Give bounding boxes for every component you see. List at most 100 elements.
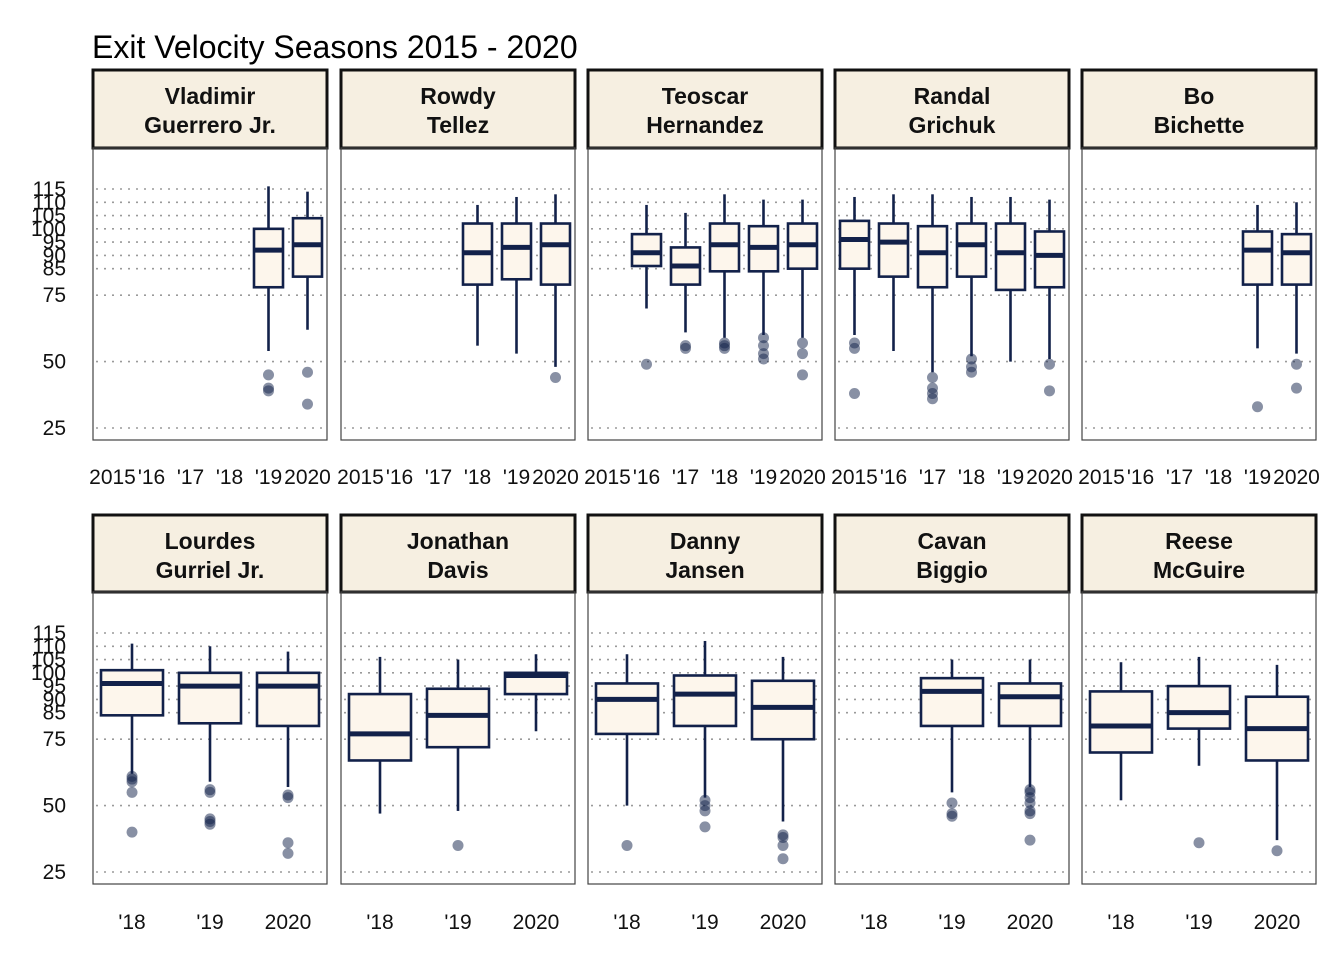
- x-tick-label: '16: [138, 466, 165, 489]
- x-tick-label: 2015: [831, 466, 878, 489]
- x-tick-label: 2020: [532, 466, 579, 489]
- x-tick-label: '18: [958, 466, 985, 489]
- iqr-box: [347, 692, 413, 762]
- y-tick-label: 110: [33, 635, 66, 658]
- x-tick-label: '16: [386, 466, 413, 489]
- facet-strip: [339, 68, 577, 150]
- outlier-point: [966, 366, 977, 378]
- x-tick-label: 2020: [760, 911, 807, 934]
- iqr-box: [630, 232, 663, 268]
- boxplot-'18: [1088, 662, 1154, 801]
- x-tick-label: '18: [118, 911, 145, 934]
- outlier-point: [758, 332, 769, 344]
- x-tick-label: 2015: [337, 466, 384, 489]
- boxplot-2020: [1033, 199, 1066, 397]
- y-tick-label: 95: [43, 675, 66, 698]
- facet-panel-2-2: Jonathan Davis '18 '19 2020: [339, 513, 577, 934]
- outlier-point: [797, 369, 808, 381]
- facet-strip: [1080, 513, 1318, 594]
- iqr-box: [1280, 232, 1313, 286]
- facet-strip-name-line1: Lourdes: [165, 528, 256, 554]
- x-tick-label: '19: [196, 911, 223, 934]
- x-tick-label: 2020: [284, 466, 331, 489]
- x-tick-label: 2020: [265, 911, 312, 934]
- x-tick-label: '19: [255, 466, 282, 489]
- boxplot-'19: [994, 196, 1027, 362]
- x-tick-label: '19: [691, 911, 718, 934]
- y-tick-label: 90: [43, 244, 66, 267]
- y-tick-label: 25: [43, 417, 66, 440]
- facet-strip: [833, 513, 1071, 594]
- outlier-point: [126, 826, 138, 838]
- outlier-point: [282, 792, 294, 804]
- outlier-point: [302, 366, 313, 378]
- outlier-point: [946, 797, 958, 809]
- outlier-point: [204, 818, 216, 830]
- x-tick-label: 2020: [1254, 911, 1301, 934]
- y-tick-label: 85: [43, 258, 66, 281]
- iqr-box: [177, 671, 243, 725]
- panel-border: [92, 591, 328, 885]
- outlier-point: [719, 342, 730, 354]
- iqr-box: [838, 219, 871, 270]
- facet-strip-name-line2: Gurriel Jr.: [156, 557, 265, 583]
- boxplot-2015: [838, 196, 871, 399]
- x-tick-label: 2015: [89, 466, 136, 489]
- y-tick-label: 90: [43, 688, 66, 711]
- boxplot-2020: [997, 659, 1063, 846]
- x-tick-label: '19: [997, 466, 1024, 489]
- facet-strip-name-line2: Bichette: [1154, 112, 1245, 138]
- x-tick-label: '17: [1166, 466, 1193, 489]
- iqr-box: [1166, 684, 1232, 730]
- x-tick-label: 2020: [1273, 466, 1320, 489]
- y-tick-label: 115: [33, 622, 66, 645]
- panel-border: [587, 147, 823, 441]
- boxplot-'16: [877, 194, 910, 351]
- y-tick-label: 110: [33, 191, 66, 214]
- boxplot-'17: [669, 212, 702, 354]
- x-tick-label: '18: [216, 466, 243, 489]
- y-tick-label: 100: [31, 662, 66, 685]
- outlier-point: [1291, 358, 1302, 370]
- x-tick-label: '18: [860, 911, 887, 934]
- x-tick-label: '18: [366, 911, 393, 934]
- facet-strip-name-line1: Cavan: [917, 528, 986, 554]
- outlier-point: [1271, 845, 1283, 857]
- panel-border: [340, 591, 576, 885]
- outlier-point: [758, 353, 769, 365]
- facet-panel-2-4: Cavan Biggio '18 '19 2020: [833, 513, 1071, 934]
- panel-border: [92, 147, 328, 441]
- facet-strip-name-line1: Teoscar: [662, 83, 749, 109]
- y-tick-label: 105: [31, 649, 66, 672]
- facet-strip-name-line1: Rowdy: [420, 83, 496, 109]
- facet-strip-name-line1: Jonathan: [407, 528, 509, 554]
- boxplot-'19: [1241, 204, 1274, 413]
- outlier-point: [550, 372, 561, 384]
- iqr-box: [99, 668, 165, 717]
- boxplot-2020: [539, 194, 572, 384]
- x-tick-label: '19: [1244, 466, 1271, 489]
- facet-strip-name-line2: Grichuk: [909, 112, 996, 138]
- x-tick-label: '18: [464, 466, 491, 489]
- boxplot-2020: [503, 654, 569, 732]
- outlier-point: [927, 372, 938, 384]
- facet-strip-name-line1: Reese: [1165, 528, 1233, 554]
- iqr-box: [425, 687, 491, 749]
- facet-panel-2-3: Danny Jansen '18 '19 2020: [586, 513, 824, 934]
- facet-panel-2-1: Lourdes Gurriel Jr. '18 '19 2020: [91, 513, 329, 934]
- outlier-point: [126, 776, 138, 788]
- y-tick-label: 75: [43, 728, 66, 751]
- facet-strip-name-line2: McGuire: [1153, 557, 1245, 583]
- outlier-point: [1044, 358, 1055, 370]
- iqr-box: [997, 682, 1063, 728]
- boxplot-'19: [1166, 656, 1232, 849]
- y-tick-label: 50: [43, 351, 66, 374]
- outlier-point: [699, 821, 711, 833]
- x-tick-label: '16: [880, 466, 907, 489]
- outlier-point: [777, 831, 789, 843]
- x-tick-label: 2020: [779, 466, 826, 489]
- outlier-point: [1291, 382, 1302, 394]
- facet-strip-name-line1: Danny: [670, 528, 741, 554]
- outlier-point: [282, 847, 294, 859]
- outlier-point: [302, 398, 313, 410]
